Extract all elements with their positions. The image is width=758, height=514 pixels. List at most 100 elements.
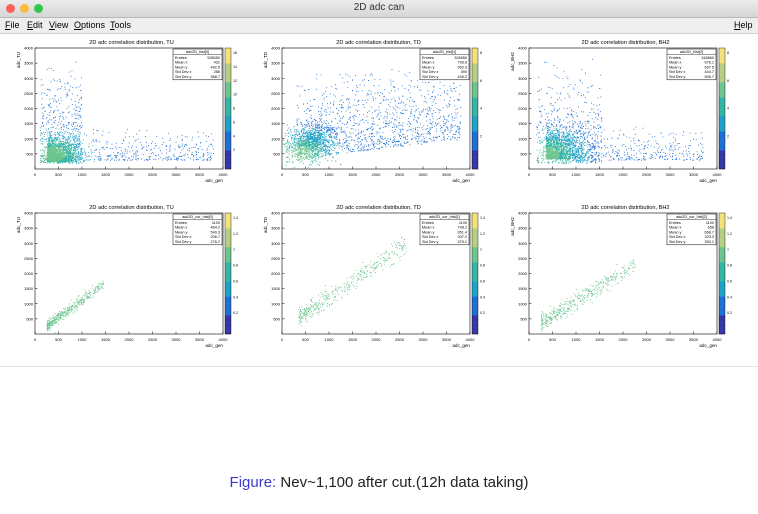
data-point xyxy=(341,131,342,132)
data-point xyxy=(162,138,163,139)
data-point xyxy=(320,119,321,120)
data-point xyxy=(43,115,44,116)
data-point xyxy=(53,145,54,146)
data-point xyxy=(72,94,73,95)
data-point xyxy=(333,142,334,143)
data-point xyxy=(426,142,427,143)
data-point xyxy=(312,163,313,164)
data-point xyxy=(62,159,63,160)
data-point xyxy=(418,118,419,119)
data-point xyxy=(302,134,303,135)
data-point xyxy=(89,156,90,157)
data-point xyxy=(336,145,337,146)
menu-file[interactable]: File xyxy=(5,20,20,30)
data-point xyxy=(304,90,305,91)
menu-view[interactable]: View xyxy=(49,20,68,30)
data-point xyxy=(169,146,170,147)
data-point xyxy=(58,146,59,147)
data-point xyxy=(453,88,454,89)
data-point xyxy=(394,131,395,132)
data-point xyxy=(83,152,84,153)
data-point xyxy=(178,157,179,158)
data-point xyxy=(158,155,159,156)
data-point xyxy=(63,136,64,137)
data-point xyxy=(198,136,199,137)
data-point xyxy=(54,138,55,139)
data-point xyxy=(455,137,456,138)
data-point xyxy=(414,115,415,116)
data-point xyxy=(68,149,69,150)
data-point xyxy=(358,147,359,148)
data-point xyxy=(60,132,61,133)
data-point xyxy=(447,138,448,139)
data-point xyxy=(317,139,318,140)
data-point xyxy=(317,122,318,123)
data-point xyxy=(41,94,42,95)
data-point xyxy=(311,144,312,145)
data-point xyxy=(49,139,50,140)
data-point xyxy=(300,140,301,141)
data-point xyxy=(71,129,72,130)
stats-row-value: 431 xyxy=(214,61,220,65)
menu-options[interactable]: Options xyxy=(74,20,105,30)
data-point xyxy=(54,146,55,147)
data-point xyxy=(404,74,405,75)
data-point xyxy=(349,143,350,144)
menu-edit[interactable]: Edit xyxy=(27,20,43,30)
data-point xyxy=(302,126,303,127)
menu-view-rest: iew xyxy=(55,20,69,30)
data-point xyxy=(67,147,68,148)
data-point xyxy=(305,138,306,139)
data-point xyxy=(55,128,56,129)
menu-help[interactable]: Help xyxy=(734,20,753,30)
data-point xyxy=(319,127,320,128)
data-point xyxy=(298,140,299,141)
data-point xyxy=(46,147,47,148)
data-point xyxy=(73,140,74,141)
data-point xyxy=(326,151,327,152)
data-point xyxy=(319,131,320,132)
data-point xyxy=(75,115,76,116)
data-point xyxy=(373,129,374,130)
data-point xyxy=(75,118,76,119)
data-point xyxy=(76,156,77,157)
data-point xyxy=(341,146,342,147)
data-point xyxy=(51,144,52,145)
data-point xyxy=(43,161,44,162)
data-point xyxy=(69,155,70,156)
data-point xyxy=(401,101,402,102)
data-point xyxy=(158,158,159,159)
data-point xyxy=(143,154,144,155)
data-point xyxy=(85,154,86,155)
data-point xyxy=(287,146,288,147)
data-point xyxy=(198,149,199,150)
data-point xyxy=(347,122,348,123)
data-point xyxy=(349,99,350,100)
data-point xyxy=(334,130,335,131)
data-point xyxy=(56,152,57,153)
data-point xyxy=(309,111,310,112)
menu-tools[interactable]: Tools xyxy=(110,20,131,30)
data-point xyxy=(341,111,342,112)
menu-options-accel: O xyxy=(74,20,81,30)
data-point xyxy=(316,148,317,149)
data-point xyxy=(49,131,50,132)
data-point xyxy=(430,129,431,130)
data-point xyxy=(61,142,62,143)
data-point xyxy=(141,145,142,146)
data-point xyxy=(304,133,305,134)
data-point xyxy=(79,126,80,127)
data-point xyxy=(84,151,85,152)
data-point xyxy=(391,82,392,83)
data-point xyxy=(40,139,41,140)
data-point xyxy=(395,109,396,110)
data-point xyxy=(67,142,68,143)
data-point xyxy=(59,154,60,155)
data-point xyxy=(57,155,58,156)
data-point xyxy=(301,145,302,146)
data-point xyxy=(40,160,41,161)
